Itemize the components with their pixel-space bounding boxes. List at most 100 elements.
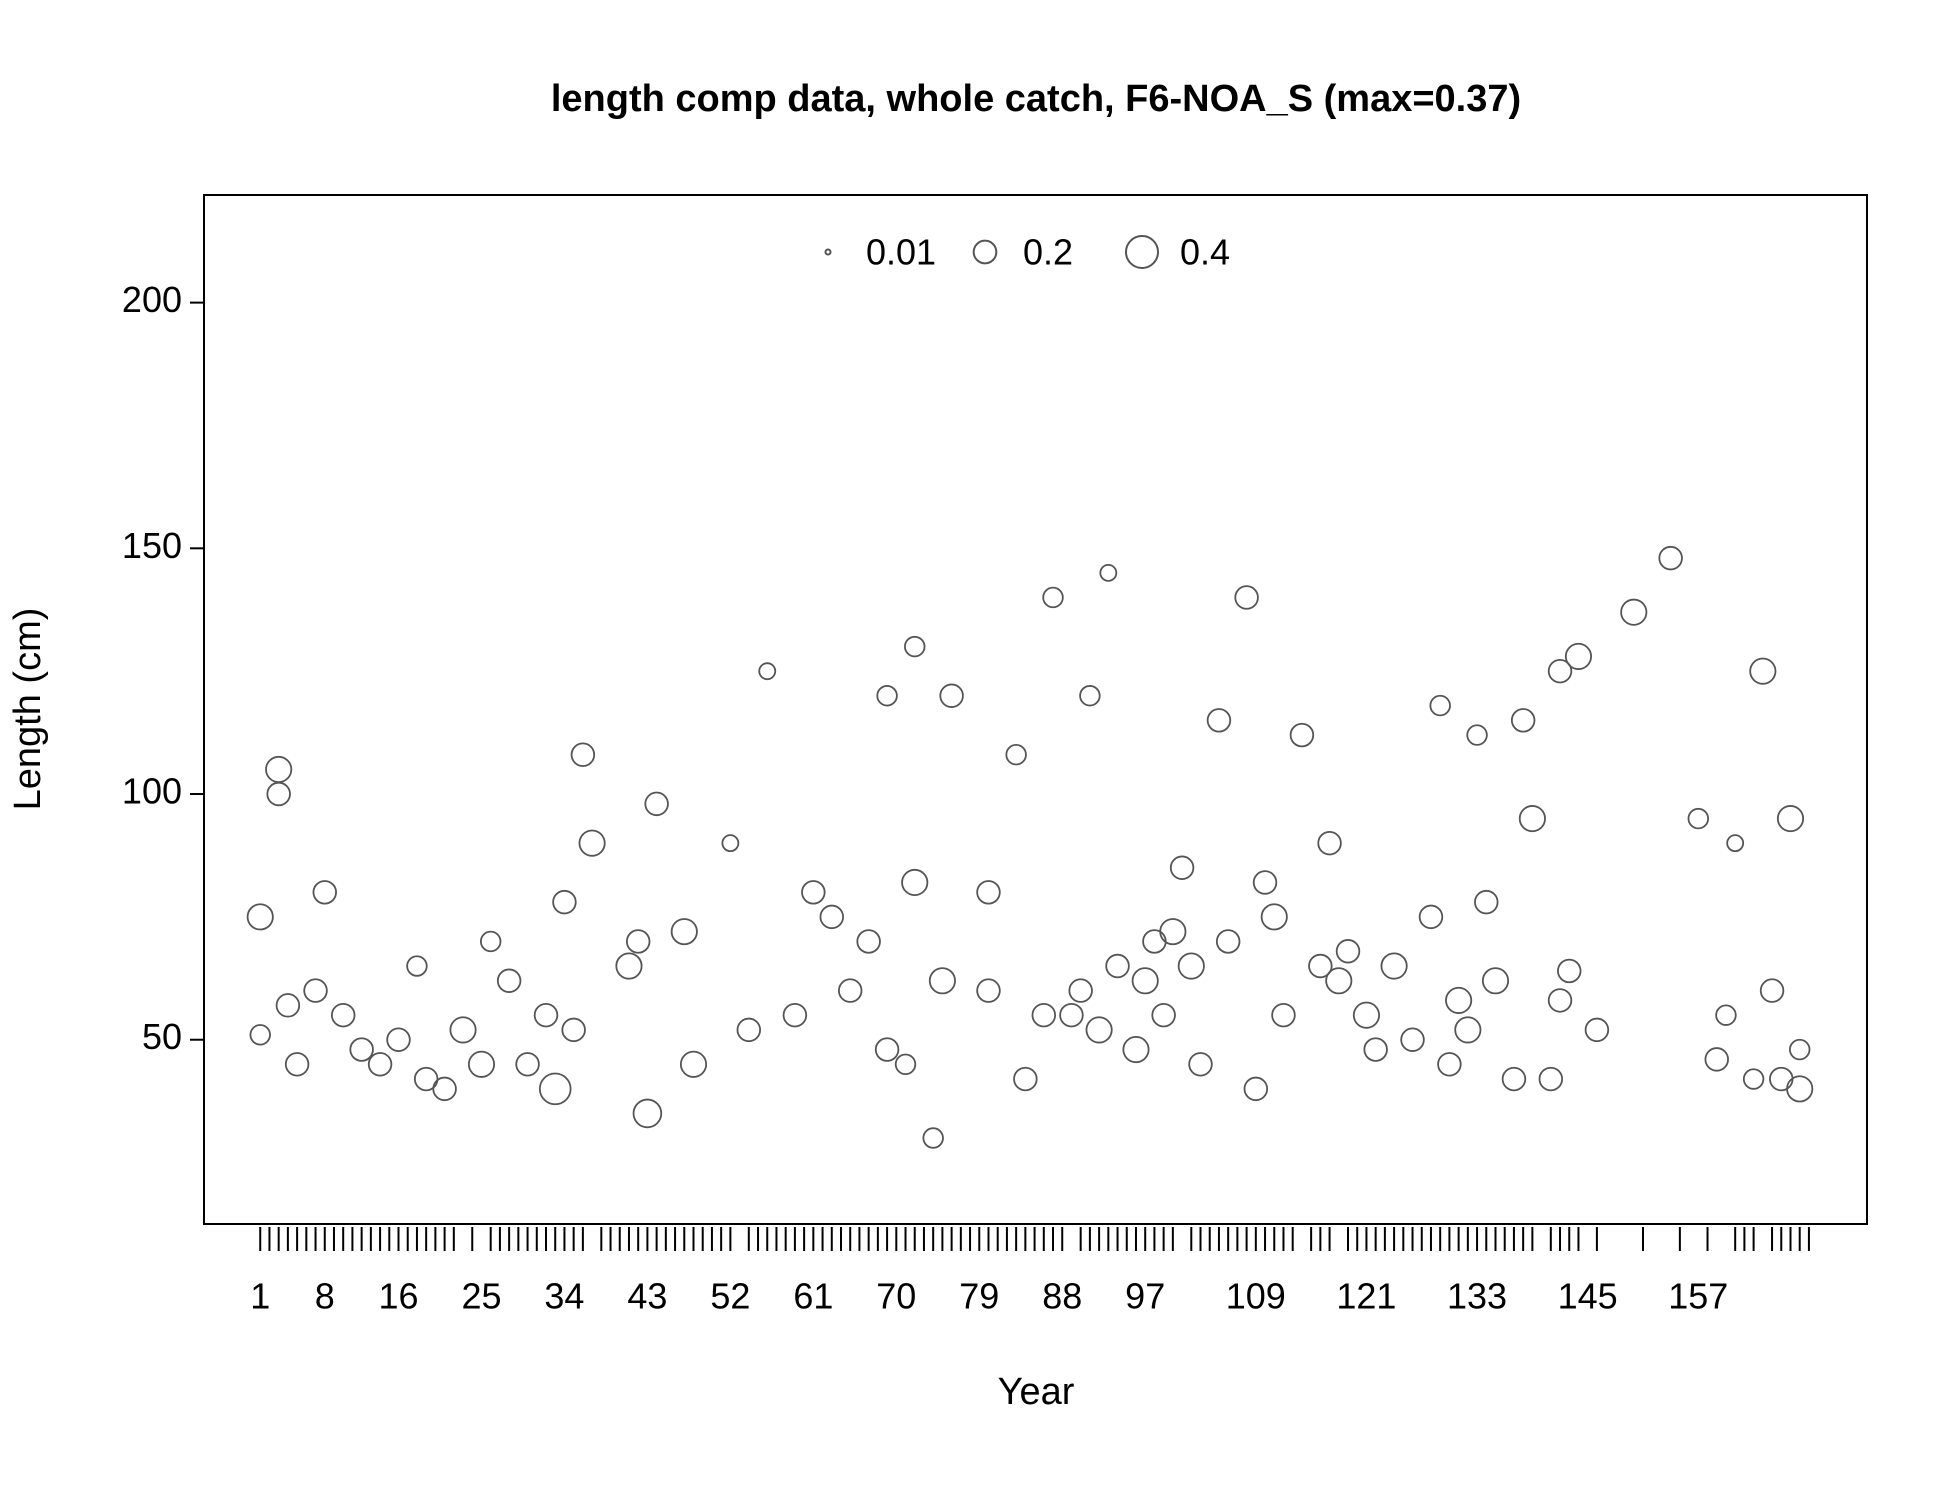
legend-bubble bbox=[824, 248, 832, 256]
bubble bbox=[1308, 953, 1333, 979]
bubble bbox=[904, 635, 926, 658]
bubble bbox=[615, 952, 643, 980]
bubble bbox=[265, 755, 293, 784]
bubble bbox=[1131, 967, 1159, 995]
x-tick-label: 34 bbox=[544, 1276, 584, 1317]
bubble bbox=[1068, 978, 1093, 1003]
bubble bbox=[1099, 563, 1118, 582]
bubble bbox=[432, 1076, 457, 1102]
bubble bbox=[894, 1053, 917, 1075]
bubble bbox=[928, 967, 956, 995]
bubble bbox=[249, 1024, 271, 1046]
bubble bbox=[1380, 952, 1408, 980]
x-tick-label: 109 bbox=[1226, 1276, 1286, 1317]
bubble bbox=[1243, 1076, 1269, 1102]
bubble bbox=[533, 1002, 559, 1028]
bubble bbox=[837, 978, 863, 1003]
bubble bbox=[1481, 967, 1510, 995]
bubble bbox=[561, 1017, 586, 1043]
y-tick-label: 200 bbox=[122, 279, 182, 320]
bubble bbox=[939, 683, 964, 708]
y-axis-title: Length (cm) bbox=[7, 608, 49, 811]
bubble bbox=[1206, 708, 1232, 733]
bubble bbox=[1789, 1038, 1811, 1061]
bubble bbox=[1786, 1075, 1814, 1103]
bubble bbox=[1538, 1066, 1564, 1092]
bubble bbox=[367, 1052, 393, 1077]
bubble bbox=[1557, 958, 1582, 984]
bubble bbox=[782, 1002, 808, 1028]
bubble bbox=[1429, 694, 1451, 717]
bubble bbox=[1142, 929, 1167, 954]
bubble bbox=[1031, 1002, 1057, 1028]
bubble bbox=[736, 1017, 762, 1043]
bubble bbox=[1169, 855, 1195, 880]
bubble bbox=[1445, 986, 1473, 1014]
bubble bbox=[284, 1052, 310, 1077]
bubble bbox=[876, 685, 898, 707]
bubble bbox=[1769, 1066, 1794, 1092]
bubble bbox=[670, 918, 698, 946]
x-axis-title: Year bbox=[998, 1371, 1075, 1413]
bubble bbox=[1215, 929, 1241, 954]
bubble bbox=[976, 880, 1001, 905]
y-tick-label: 100 bbox=[122, 771, 182, 812]
bubble bbox=[1271, 1002, 1296, 1028]
bubble bbox=[246, 903, 274, 931]
bubble bbox=[1518, 805, 1546, 833]
bubble bbox=[1005, 744, 1027, 766]
bubble bbox=[1325, 967, 1353, 995]
bubble bbox=[644, 791, 669, 817]
bubble bbox=[386, 1027, 411, 1052]
bubble bbox=[1564, 642, 1593, 670]
x-tick-label: 121 bbox=[1336, 1276, 1396, 1317]
plot-frame bbox=[203, 194, 1868, 1225]
bubble bbox=[330, 1002, 356, 1028]
bubble bbox=[449, 1016, 477, 1044]
legend-label: 0.01 bbox=[866, 232, 936, 273]
bubble bbox=[632, 1098, 663, 1129]
legend-bubble bbox=[1124, 234, 1160, 270]
bubble bbox=[856, 929, 881, 954]
legend-label: 0.4 bbox=[1180, 232, 1230, 273]
bubble bbox=[1547, 988, 1573, 1013]
bubble bbox=[1704, 1047, 1729, 1072]
bubble bbox=[1547, 658, 1573, 684]
x-tick-label: 145 bbox=[1558, 1276, 1618, 1317]
bubble bbox=[1059, 1002, 1084, 1028]
bubble bbox=[312, 880, 337, 905]
bubble bbox=[901, 868, 929, 897]
bubble bbox=[1454, 1016, 1482, 1044]
bubble bbox=[1122, 1036, 1150, 1064]
bubble bbox=[275, 993, 301, 1018]
x-tick-label: 97 bbox=[1125, 1276, 1165, 1317]
bubble bbox=[1400, 1027, 1425, 1052]
bubble bbox=[1749, 657, 1777, 685]
bubble bbox=[515, 1052, 540, 1077]
bubble bbox=[1260, 903, 1288, 931]
bubble bbox=[1159, 918, 1187, 946]
bubble bbox=[570, 742, 596, 767]
bubble bbox=[1715, 1004, 1737, 1026]
x-tick-label: 25 bbox=[461, 1276, 501, 1317]
bubble bbox=[625, 929, 651, 954]
bubble bbox=[1363, 1037, 1388, 1062]
x-tick-label: 61 bbox=[793, 1276, 833, 1317]
bubble bbox=[1501, 1066, 1527, 1092]
bubble bbox=[874, 1037, 900, 1062]
bubble bbox=[1252, 870, 1278, 895]
bubble bbox=[801, 880, 826, 905]
bubble bbox=[1105, 953, 1130, 979]
bubble bbox=[976, 978, 1001, 1003]
bubble bbox=[538, 1072, 572, 1106]
chart-title: length comp data, whole catch, F6-NOA_S … bbox=[551, 78, 1521, 120]
x-tick-label: 70 bbox=[876, 1276, 916, 1317]
bubble bbox=[1042, 586, 1064, 609]
bubble bbox=[1352, 1001, 1380, 1029]
bubble bbox=[467, 1050, 496, 1078]
bubble bbox=[1317, 830, 1342, 856]
y-tick-label: 50 bbox=[142, 1016, 182, 1057]
x-tick-label: 1 bbox=[250, 1276, 270, 1317]
bubble bbox=[578, 829, 606, 857]
